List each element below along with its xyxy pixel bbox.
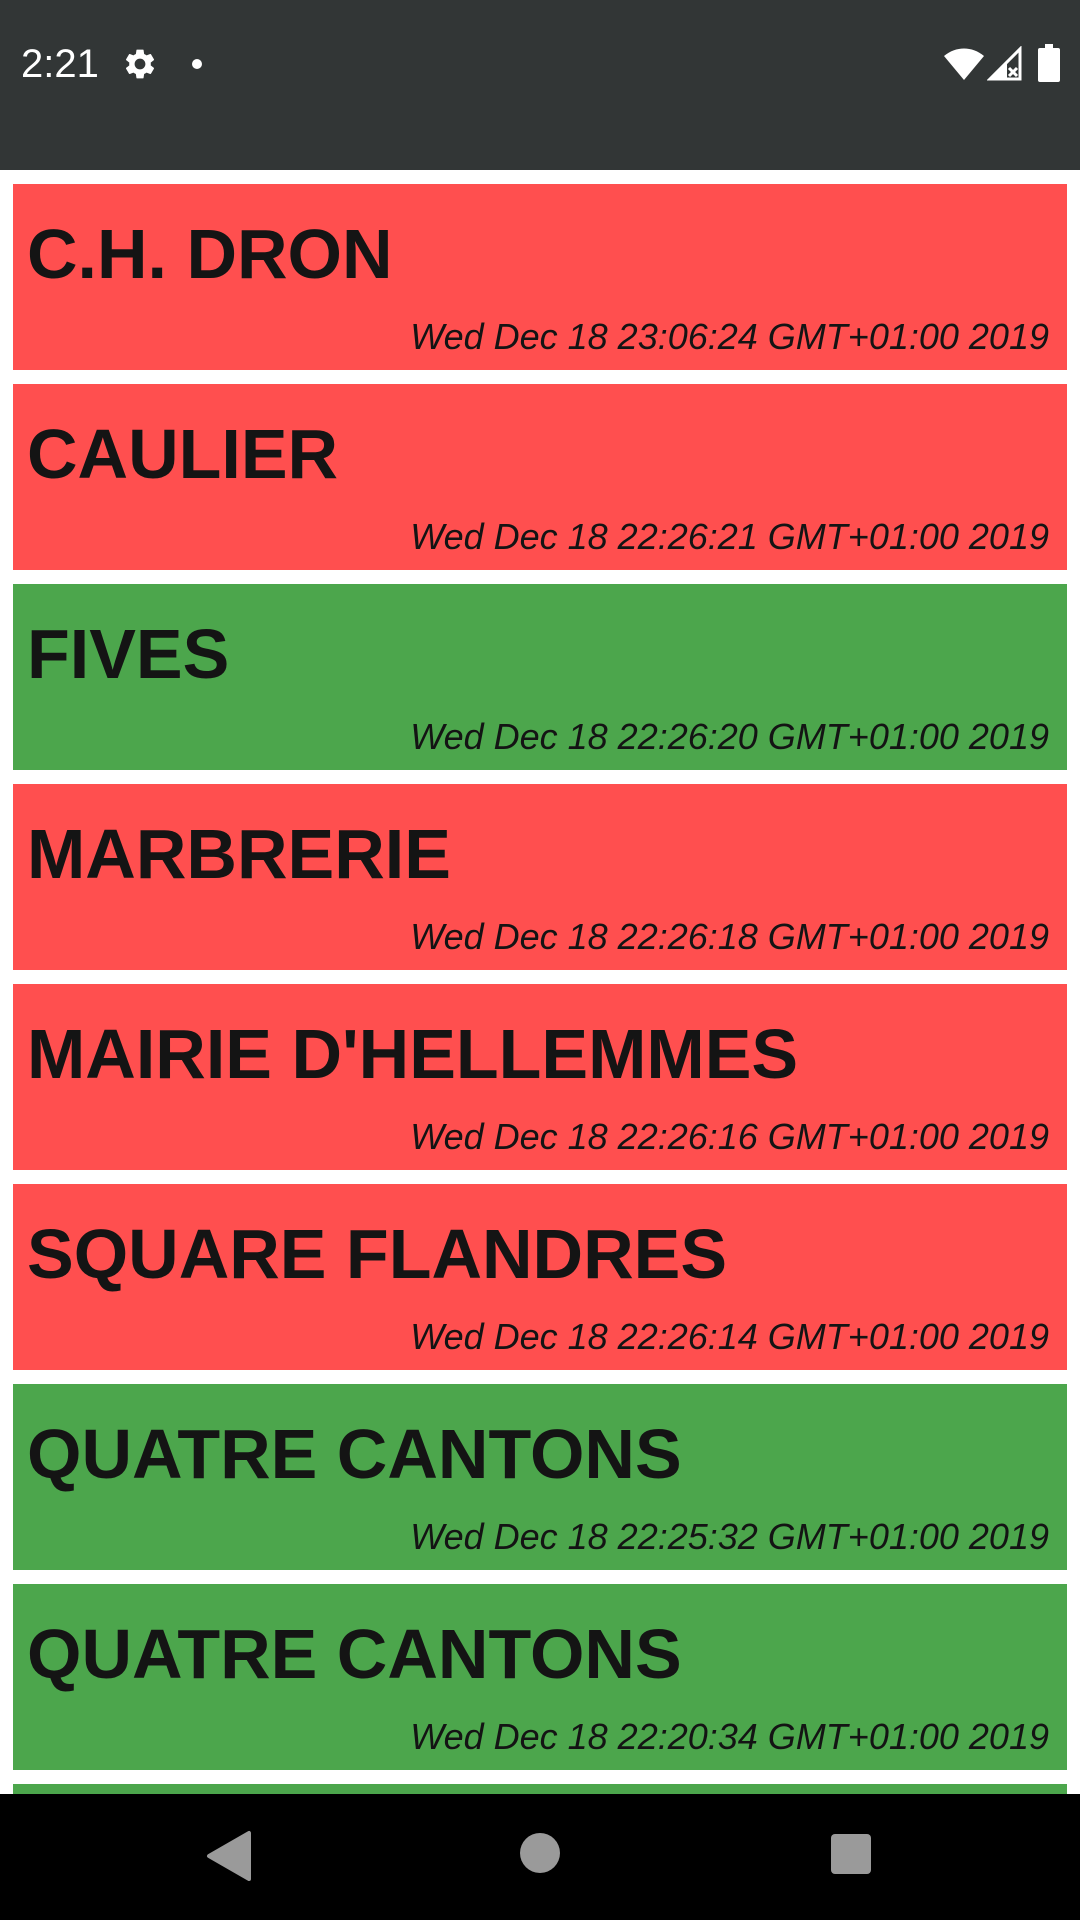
item-date: Wed Dec 18 22:26:16 GMT+01:00 2019 — [410, 1116, 1049, 1157]
recents-icon[interactable] — [831, 1834, 871, 1874]
item-date: Wed Dec 18 22:26:21 GMT+01:00 2019 — [410, 516, 1049, 557]
list-item[interactable]: MARBRERIE Wed Dec 18 22:26:18 GMT+01:00 … — [13, 784, 1067, 970]
list-item[interactable]: FIVES Wed Dec 18 22:26:20 GMT+01:00 2019 — [13, 584, 1067, 770]
battery-icon — [1038, 44, 1060, 82]
list-item[interactable]: C.H. DRON Wed Dec 18 23:06:24 GMT+01:00 … — [13, 184, 1067, 370]
item-title: QUATRE CANTONS — [27, 1615, 682, 1693]
notification-dot-icon — [192, 59, 202, 69]
list-item[interactable] — [13, 1784, 1067, 1794]
list-item[interactable]: QUATRE CANTONS Wed Dec 18 22:25:32 GMT+0… — [13, 1384, 1067, 1570]
list-item[interactable]: MAIRIE D'HELLEMMES Wed Dec 18 22:26:16 G… — [13, 984, 1067, 1170]
list-item[interactable]: CAULIER Wed Dec 18 22:26:21 GMT+01:00 20… — [13, 384, 1067, 570]
item-date: Wed Dec 18 22:26:14 GMT+01:00 2019 — [410, 1316, 1049, 1357]
item-title: QUATRE CANTONS — [27, 1415, 682, 1493]
navigation-bar — [0, 1794, 1080, 1920]
list-item[interactable]: SQUARE FLANDRES Wed Dec 18 22:26:14 GMT+… — [13, 1184, 1067, 1370]
item-title: FIVES — [27, 615, 230, 693]
signal-icon — [987, 46, 1022, 81]
wifi-icon — [944, 48, 984, 80]
back-icon[interactable] — [205, 1829, 253, 1883]
item-date: Wed Dec 18 23:06:24 GMT+01:00 2019 — [410, 316, 1049, 357]
item-title: MAIRIE D'HELLEMMES — [27, 1015, 799, 1093]
gear-icon — [125, 49, 155, 79]
item-date: Wed Dec 18 22:26:18 GMT+01:00 2019 — [410, 916, 1049, 957]
status-bar: 2:21 — [0, 0, 1080, 170]
item-title: C.H. DRON — [27, 215, 393, 293]
item-title: MARBRERIE — [27, 815, 451, 893]
status-time: 2:21 — [21, 42, 99, 86]
item-date: Wed Dec 18 22:25:32 GMT+01:00 2019 — [410, 1516, 1049, 1557]
station-list[interactable]: C.H. DRON Wed Dec 18 23:06:24 GMT+01:00 … — [0, 170, 1080, 1794]
item-date: Wed Dec 18 22:26:20 GMT+01:00 2019 — [410, 716, 1049, 757]
list-item[interactable]: QUATRE CANTONS Wed Dec 18 22:20:34 GMT+0… — [13, 1584, 1067, 1770]
item-title: CAULIER — [27, 415, 339, 493]
item-date: Wed Dec 18 22:20:34 GMT+01:00 2019 — [410, 1716, 1049, 1757]
item-title: SQUARE FLANDRES — [27, 1215, 728, 1293]
home-icon[interactable] — [520, 1833, 560, 1873]
